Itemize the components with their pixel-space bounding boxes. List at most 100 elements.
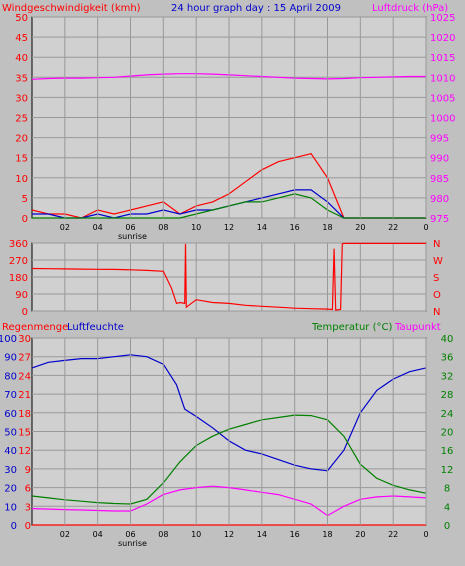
wind-y-tick-label: 20 xyxy=(15,134,28,145)
temperature-y-tick-label: 8 xyxy=(444,484,450,495)
wind-y-tick-label: 50 xyxy=(15,13,28,24)
pressure-y-tick-label: 1010 xyxy=(430,73,455,84)
wind-y-tick-label: 35 xyxy=(15,73,28,84)
pressure-axis-title: Luftdruck (hPa) xyxy=(372,3,448,14)
rain-y-tick-label: 3 xyxy=(25,502,31,513)
humidity-axis-title: Luftfeuchte xyxy=(67,322,124,333)
wind-x-tick-label: 22 xyxy=(388,223,398,232)
wind-x-tick-label: 20 xyxy=(355,223,365,232)
rain-y-tick-label: 24 xyxy=(18,371,31,382)
wind-x-tick-label: 06 xyxy=(125,223,135,232)
humidity-y-tick-label: 60 xyxy=(4,409,17,420)
wind-x-tick-label: 14 xyxy=(257,223,267,232)
climate-x-tick-label: 12 xyxy=(224,530,234,539)
humidity-y-tick-label: 40 xyxy=(4,446,17,457)
rain-axis-title: Regenmenge xyxy=(2,322,68,333)
climate-x-tick-label: 02 xyxy=(60,530,70,539)
temperature-y-tick-label: 4 xyxy=(444,502,450,513)
wind-y-tick-label: 5 xyxy=(22,194,28,205)
wind-y-tick-label: 45 xyxy=(15,33,28,44)
wind-x-tick-label: 04 xyxy=(93,223,103,232)
temperature-y-tick-label: 28 xyxy=(441,390,454,401)
sunrise-label-bottom: sunrise xyxy=(118,539,147,548)
temperature-y-tick-label: 12 xyxy=(441,465,454,476)
humidity-y-tick-label: 90 xyxy=(4,353,17,364)
rain-y-tick-label: 21 xyxy=(18,390,31,401)
pressure-y-tick-label: 995 xyxy=(430,134,449,145)
temperature-y-tick-label: 16 xyxy=(441,446,454,457)
humidity-y-tick-label: 100 xyxy=(0,334,17,345)
chart-title: 24 hour graph day : 15 April 2009 xyxy=(171,3,341,14)
pressure-y-tick-label: 985 xyxy=(430,174,449,185)
humidity-y-tick-label: 0 xyxy=(11,521,17,532)
direction-degree-tick-label: 180 xyxy=(9,273,28,284)
temperature-y-tick-label: 20 xyxy=(441,428,454,439)
climate-x-tick-label: 04 xyxy=(93,530,103,539)
direction-degree-tick-label: 90 xyxy=(15,290,28,301)
direction-compass-tick-label: O xyxy=(433,290,441,301)
pressure-y-tick-label: 990 xyxy=(430,154,449,165)
humidity-y-tick-label: 80 xyxy=(4,371,17,382)
humidity-y-tick-label: 30 xyxy=(4,465,17,476)
temperature-y-tick-label: 24 xyxy=(441,409,454,420)
wind-y-tick-label: 15 xyxy=(15,154,28,165)
humidity-y-tick-label: 10 xyxy=(4,502,17,513)
direction-degree-tick-label: 270 xyxy=(9,256,28,267)
climate-x-tick-label: 20 xyxy=(355,530,365,539)
pressure-y-tick-label: 980 xyxy=(430,194,449,205)
direction-degree-tick-label: 0 xyxy=(22,307,28,318)
pressure-y-tick-label: 975 xyxy=(430,214,449,225)
pressure-y-tick-label: 1020 xyxy=(430,33,455,44)
climate-x-tick-label: 06 xyxy=(125,530,135,539)
wind-x-tick-label: 0 xyxy=(423,223,428,232)
direction-compass-tick-label: W xyxy=(433,256,443,267)
rain-y-tick-label: 30 xyxy=(18,334,31,345)
humidity-y-tick-label: 70 xyxy=(4,390,17,401)
wind-y-tick-label: 0 xyxy=(22,214,28,225)
rain-y-tick-label: 18 xyxy=(18,409,31,420)
dewpoint-axis-title: Taupunkt xyxy=(394,322,441,333)
climate-x-tick-label: 0 xyxy=(423,530,428,539)
direction-compass-tick-label: N xyxy=(433,239,440,250)
wind-y-tick-label: 10 xyxy=(15,174,28,185)
wind-x-tick-label: 08 xyxy=(158,223,168,232)
rain-y-tick-label: 0 xyxy=(25,521,31,532)
climate-x-tick-label: 18 xyxy=(322,530,332,539)
pressure-y-tick-label: 1015 xyxy=(430,53,455,64)
rain-y-tick-label: 9 xyxy=(25,465,31,476)
climate-x-tick-label: 14 xyxy=(257,530,267,539)
temperature-y-tick-label: 0 xyxy=(444,521,450,532)
temperature-y-tick-label: 40 xyxy=(441,334,454,345)
wind-axis-title: Windgeschwindigkeit (kmh) xyxy=(2,3,141,14)
wind-y-tick-label: 25 xyxy=(15,114,28,125)
humidity-series-line xyxy=(31,354,427,472)
climate-x-tick-label: 22 xyxy=(388,530,398,539)
pressure-y-tick-label: 1025 xyxy=(430,13,455,24)
climate-x-tick-label: 08 xyxy=(158,530,168,539)
humidity-y-tick-label: 20 xyxy=(4,484,17,495)
wind-x-tick-label: 02 xyxy=(60,223,70,232)
climate-x-tick-label: 16 xyxy=(290,530,300,539)
wind-x-tick-label: 12 xyxy=(224,223,234,232)
temperature-y-tick-label: 36 xyxy=(441,353,454,364)
climate-x-tick-label: 10 xyxy=(191,530,201,539)
pressure-y-tick-label: 1005 xyxy=(430,93,455,104)
direction-compass-tick-label: S xyxy=(433,273,439,284)
temperature-axis-title: Temperatur (°C) xyxy=(311,322,392,333)
direction-compass-tick-label: N xyxy=(433,307,440,318)
rain-y-tick-label: 15 xyxy=(18,428,31,439)
rain-y-tick-label: 27 xyxy=(18,353,31,364)
temperature-y-tick-label: 32 xyxy=(441,371,454,382)
rain-y-tick-label: 12 xyxy=(18,446,31,457)
wind-y-tick-label: 40 xyxy=(15,53,28,64)
wind-x-tick-label: 18 xyxy=(322,223,332,232)
wind-direction-series-line xyxy=(31,242,426,311)
humidity-y-tick-label: 50 xyxy=(4,428,17,439)
direction-degree-tick-label: 360 xyxy=(9,239,28,250)
wind-x-tick-label: 10 xyxy=(191,223,201,232)
rain-y-tick-label: 6 xyxy=(25,484,31,495)
pressure-y-tick-label: 1000 xyxy=(430,114,455,125)
wind-x-tick-label: 16 xyxy=(290,223,300,232)
sunrise-label-top: sunrise xyxy=(118,232,147,241)
